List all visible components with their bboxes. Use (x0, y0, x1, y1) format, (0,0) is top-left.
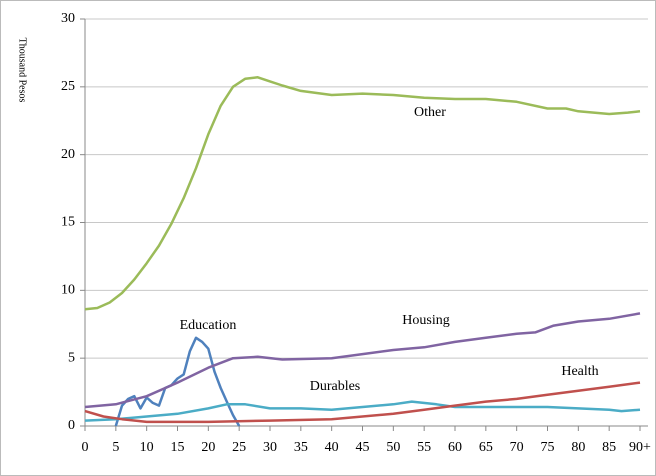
x-tick-label: 70 (510, 440, 524, 455)
x-tick-label: 35 (294, 440, 308, 455)
y-tick-label: 10 (61, 283, 75, 298)
y-tick-label: 25 (61, 79, 75, 94)
x-tick-label: 30 (263, 440, 277, 455)
x-tick-label: 45 (356, 440, 370, 455)
x-tick-label: 60 (448, 440, 462, 455)
x-tick-label: 5 (112, 440, 119, 455)
x-tick-label: 0 (82, 440, 89, 455)
line-series (84, 312, 641, 409)
x-tick-label: 90+ (629, 440, 651, 455)
y-tick-label: 20 (61, 147, 75, 162)
y-tick-label: 5 (68, 350, 75, 365)
series-label: Education (180, 318, 237, 333)
y-tick-label: 15 (61, 215, 75, 230)
y-tick-label: 0 (68, 418, 75, 433)
x-tick-label: 40 (325, 440, 339, 455)
x-tick-label: 25 (232, 440, 246, 455)
y-tick-label: 30 (61, 11, 75, 26)
series-label: Health (561, 364, 598, 379)
line-series (114, 336, 241, 427)
line-series (84, 76, 641, 311)
x-tick-label: 65 (479, 440, 493, 455)
x-tick-label: 50 (386, 440, 400, 455)
series-label: Other (414, 105, 446, 120)
x-tick-label: 20 (201, 440, 215, 455)
x-tick-label: 15 (171, 440, 185, 455)
series-label: Durables (310, 379, 361, 394)
x-tick-label: 80 (571, 440, 585, 455)
x-tick-label: 75 (541, 440, 555, 455)
line-series (84, 381, 641, 424)
line-series (84, 400, 641, 422)
x-tick-label: 55 (417, 440, 431, 455)
x-tick-label: 85 (602, 440, 616, 455)
y-axis-label: Thousand Pesos (17, 38, 28, 103)
x-tick-label: 10 (140, 440, 154, 455)
series-label: Housing (402, 313, 449, 328)
